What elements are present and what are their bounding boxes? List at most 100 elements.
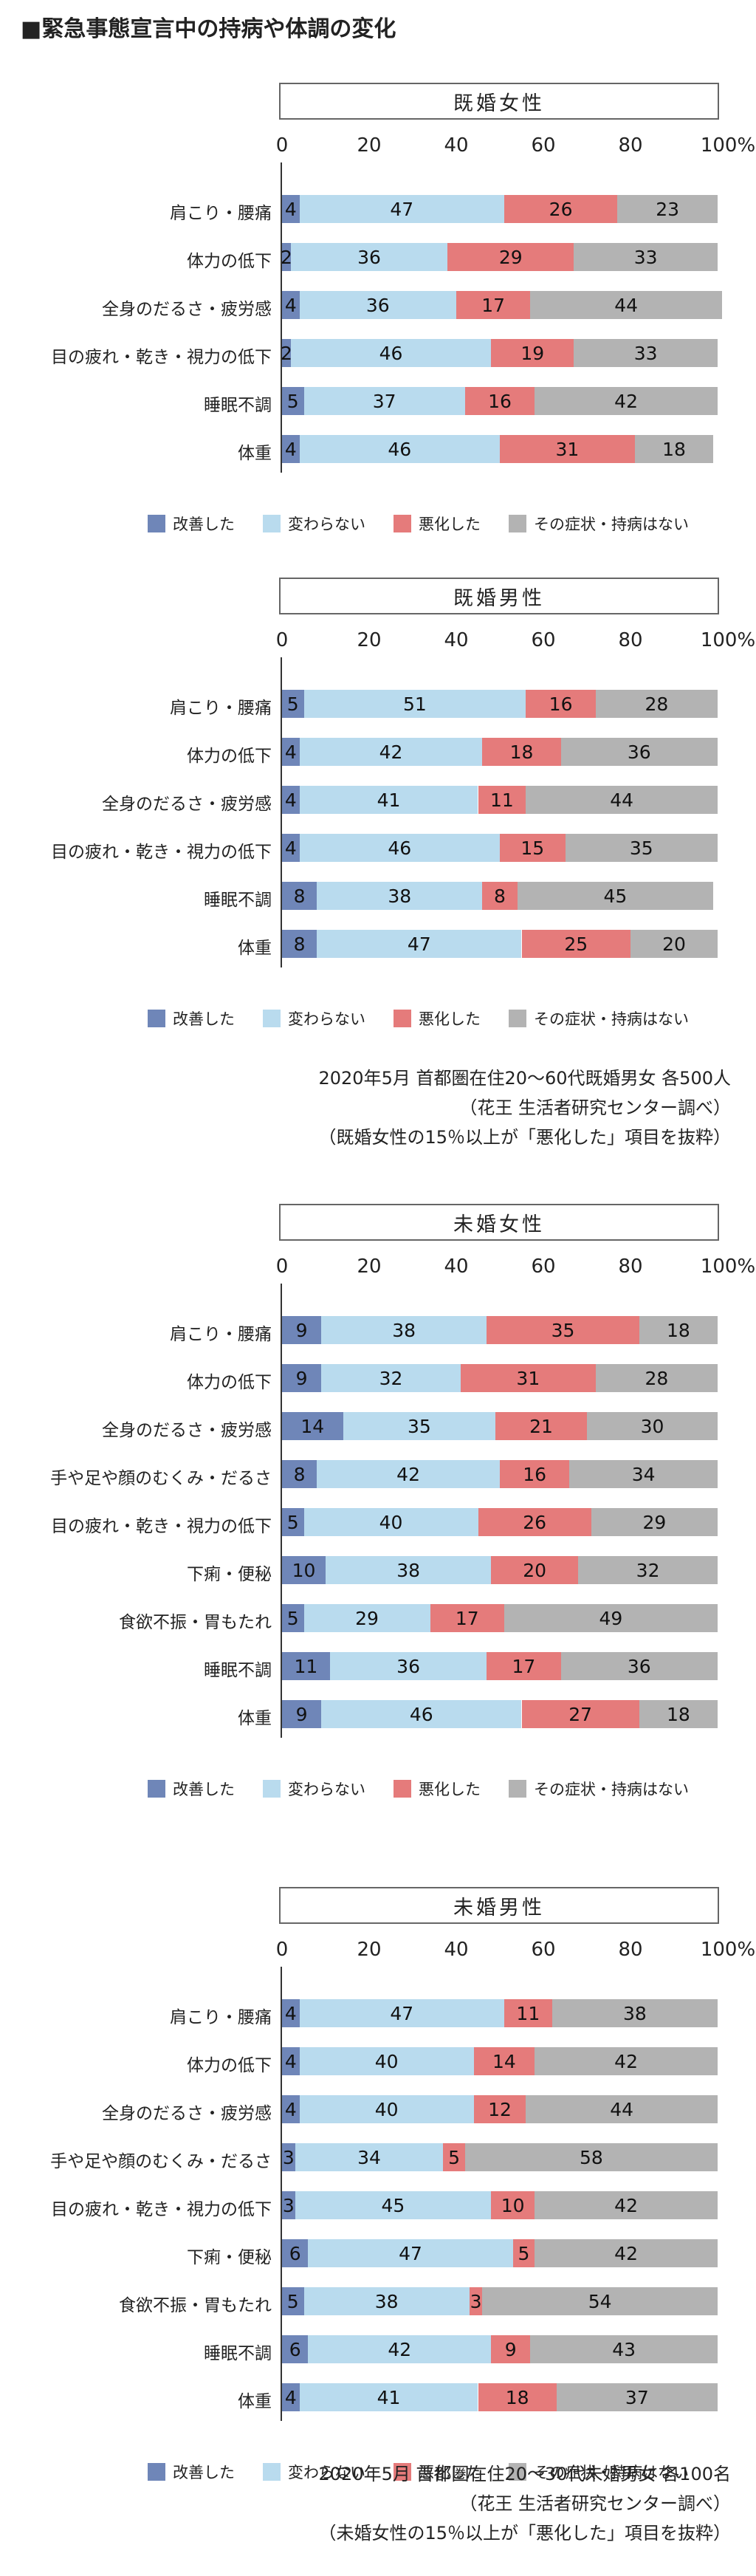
x-tick-label: 80 xyxy=(618,134,643,157)
legend-label: 悪化した xyxy=(419,1781,481,1798)
data-label: 35 xyxy=(551,1319,575,1341)
data-label: 27 xyxy=(568,1703,593,1725)
bar-segment-unchanged: 41 xyxy=(299,786,478,814)
category-label: 睡眠不調 xyxy=(204,2344,272,2363)
chart-single-men: 未婚男性 0 20 40 60 80 100% 肩こり・腰痛 4 47 11 38 体力の低下 4 40 14… xyxy=(0,1887,756,2498)
x-tick-label: 100% xyxy=(700,134,756,157)
bar-segment-improved: 5 xyxy=(282,2287,304,2315)
data-label: 4 xyxy=(284,2098,297,2120)
data-label: 33 xyxy=(633,246,658,268)
category-label: 食欲不振・胃もたれ xyxy=(119,2296,272,2315)
legend-label: 改善した xyxy=(173,2464,235,2481)
bar-segment-improved: 9 xyxy=(282,1364,322,1392)
data-label: 40 xyxy=(379,1511,403,1533)
data-label: 33 xyxy=(633,342,658,364)
data-label: 15 xyxy=(520,837,545,859)
bar-segment-improved: 4 xyxy=(282,2047,300,2075)
data-label: 46 xyxy=(409,1703,433,1725)
bar-segment-unchanged: 29 xyxy=(303,1604,430,1632)
bar-segment-improved: 5 xyxy=(282,690,304,718)
data-label: 5 xyxy=(518,2242,530,2264)
legend-label: 変わらない xyxy=(288,515,365,533)
bar-segment-improved: 3 xyxy=(282,2143,295,2171)
data-label: 11 xyxy=(490,789,514,811)
bar-segment-unchanged: 40 xyxy=(299,2095,474,2123)
bar-segment-none: 36 xyxy=(560,1652,718,1680)
legend-item: その症状・持病はない xyxy=(509,513,689,535)
legend-label: 悪化した xyxy=(419,515,481,533)
legend-item: 悪化した xyxy=(394,1007,481,1030)
bar-segment-none: 54 xyxy=(482,2287,718,2315)
bar-segment-unchanged: 47 xyxy=(317,930,522,958)
bar-segment-improved: 4 xyxy=(282,291,300,319)
x-tick-label: 20 xyxy=(357,134,382,157)
panel-title: 未婚男性 xyxy=(279,1887,719,1924)
bar-segment-none: 34 xyxy=(569,1460,718,1488)
category-label: 睡眠不調 xyxy=(204,1661,272,1680)
source-note-single: 2020年5月 首都圏在住20〜30代未婚男女 各100名 （花王 生活者研究セン… xyxy=(318,2459,731,2548)
bar-segment-none: 20 xyxy=(630,930,718,958)
y-axis-line xyxy=(281,1967,282,2421)
legend-swatch xyxy=(148,515,165,532)
data-label: 49 xyxy=(599,1607,623,1629)
category-label: 目の疲れ・乾き・視力の低下 xyxy=(51,843,272,862)
x-tick-label: 60 xyxy=(531,134,556,157)
legend-item: 改善した xyxy=(148,513,235,535)
bar-segment-improved: 2 xyxy=(282,243,291,271)
legend-item: 悪化した xyxy=(394,513,481,535)
data-label: 42 xyxy=(396,1463,420,1485)
data-label: 41 xyxy=(377,789,401,811)
legend-label: 悪化した xyxy=(419,2464,481,2481)
chart-single-women: 未婚女性 0 20 40 60 80 100% 肩こり・腰痛 9 38 35 18 体力の低下 9 32 31… xyxy=(0,1204,756,1815)
bar-segment-improved: 6 xyxy=(282,2335,309,2363)
data-label: 4 xyxy=(284,198,297,220)
data-label: 4 xyxy=(284,2050,297,2072)
category-label: 体重 xyxy=(238,939,272,958)
legend-item: 悪化した xyxy=(394,2461,481,2483)
data-label: 36 xyxy=(365,294,390,316)
bar-segment-unchanged: 47 xyxy=(308,2239,513,2267)
chart-married-women: 既婚女性 0 20 40 60 80 100% 肩こり・腰痛 4 47 26 23 体力の低下 2 36 29… xyxy=(0,83,756,549)
bar-segment-worsened: 21 xyxy=(495,1412,587,1440)
x-tick-label: 60 xyxy=(531,1256,556,1278)
bar-segment-worsened: 10 xyxy=(491,2191,535,2219)
data-label: 18 xyxy=(666,1703,690,1725)
data-label: 14 xyxy=(492,2050,516,2072)
data-label: 42 xyxy=(614,390,638,412)
legend-label: 改善した xyxy=(173,515,235,533)
bar-segment-none: 42 xyxy=(535,2191,718,2219)
legend: 改善した 変わらない 悪化した その症状・持病はない xyxy=(148,1007,724,1030)
bar-segment-unchanged: 47 xyxy=(299,195,504,223)
bar-segment-unchanged: 32 xyxy=(321,1364,461,1392)
category-label: 手や足や顔のむくみ・だるさ xyxy=(50,1469,272,1488)
bar-segment-unchanged: 36 xyxy=(290,243,448,271)
bar-segment-worsened: 16 xyxy=(526,690,596,718)
bar-segment-worsened: 3 xyxy=(469,2287,483,2315)
data-label: 36 xyxy=(396,1655,420,1677)
data-label: 44 xyxy=(610,789,634,811)
legend-label: 変わらない xyxy=(288,2464,365,2481)
data-label: 40 xyxy=(374,2098,399,2120)
legend-item: 改善した xyxy=(148,1778,235,1800)
bar-segment-none: 43 xyxy=(530,2335,718,2363)
data-label: 43 xyxy=(612,2338,636,2360)
legend-item: 改善した xyxy=(148,1007,235,1030)
legend-item: その症状・持病はない xyxy=(509,1007,689,1030)
bar-segment-improved: 10 xyxy=(282,1556,326,1584)
data-label: 38 xyxy=(622,2002,647,2024)
data-label: 21 xyxy=(529,1415,553,1437)
bar-segment-improved: 4 xyxy=(282,2383,300,2411)
category-label: 体力の低下 xyxy=(187,747,272,766)
data-label: 42 xyxy=(614,2050,638,2072)
data-label: 5 xyxy=(286,1607,299,1629)
bar-segment-improved: 5 xyxy=(282,1508,304,1536)
category-label: 食欲不振・胃もたれ xyxy=(119,1613,272,1632)
data-label: 44 xyxy=(610,2098,634,2120)
legend-item: その症状・持病はない xyxy=(509,2461,689,2483)
legend-swatch xyxy=(509,2463,526,2481)
data-label: 11 xyxy=(294,1655,318,1677)
legend-label: 改善した xyxy=(173,1781,235,1798)
data-label: 36 xyxy=(627,1655,651,1677)
data-label: 36 xyxy=(627,741,651,763)
category-label: 体力の低下 xyxy=(187,1373,272,1392)
